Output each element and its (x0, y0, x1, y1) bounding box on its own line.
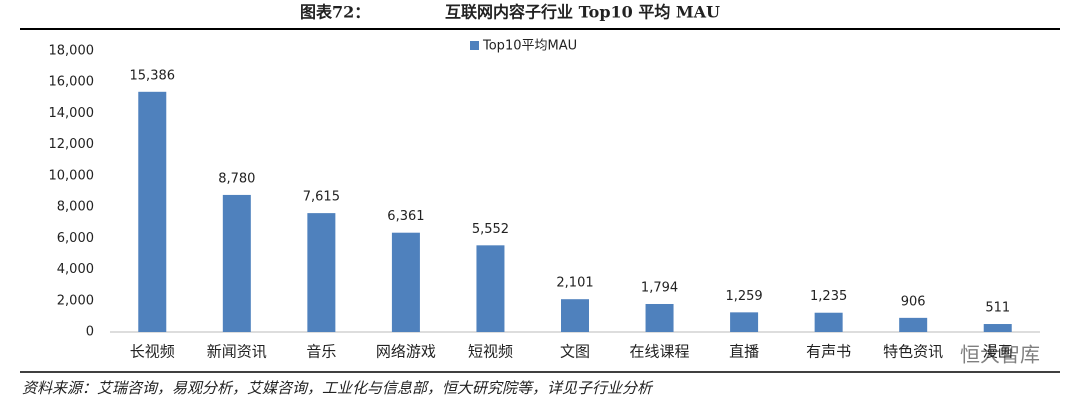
value-label: 6,361 (387, 209, 424, 224)
y-tick-label: 18,000 (49, 44, 95, 59)
x-tick-label: 短视频 (468, 343, 513, 361)
bar (983, 324, 1012, 332)
value-label: 5,552 (472, 222, 509, 237)
y-tick-label: 2,000 (57, 293, 94, 308)
value-label: 8,780 (218, 171, 255, 186)
x-tick-label: 音乐 (306, 343, 336, 361)
value-label: 511 (985, 301, 1010, 316)
bar (561, 299, 589, 332)
x-tick-label: 新闻资讯 (207, 343, 267, 361)
value-label: 15,386 (130, 68, 176, 83)
y-tick-label: 0 (86, 325, 94, 340)
value-label: 1,794 (641, 280, 678, 295)
bar (476, 245, 505, 332)
x-tick-label: 直播 (729, 343, 759, 361)
y-tick-label: 10,000 (49, 168, 95, 183)
value-label: 7,615 (303, 190, 340, 205)
x-tick-label: 网络游戏 (376, 343, 436, 361)
bar (222, 194, 251, 332)
bar (307, 213, 336, 332)
x-tick-label: 文图 (560, 343, 590, 361)
y-tick-label: 4,000 (57, 262, 94, 277)
bar (899, 317, 928, 332)
y-tick-label: 12,000 (49, 137, 95, 152)
legend-label: Top10平均MAU (482, 39, 577, 54)
value-label: 906 (901, 294, 926, 309)
x-tick-label: 漫画 (983, 343, 1013, 361)
y-tick-label: 14,000 (49, 106, 95, 121)
value-label: 1,259 (725, 289, 762, 304)
x-tick-label: 长视频 (130, 343, 175, 361)
x-tick-label: 有声书 (806, 343, 851, 361)
x-tick-label: 特色资讯 (883, 343, 943, 361)
bar (645, 303, 674, 332)
bar (391, 232, 420, 332)
bar (814, 312, 843, 332)
watermark: 恒大智库 (960, 343, 1040, 367)
bar (138, 91, 167, 333)
chart-title: 互联网内容子行业 Top10 平均 MAU (445, 3, 720, 22)
y-tick-label: 6,000 (57, 231, 94, 246)
source: 资料来源：艾瑞咨询，易观分析，艾媒咨询，工业化与信息部，恒大研究院等，详见子行业… (22, 379, 654, 397)
y-tick-label: 16,000 (49, 75, 95, 90)
figure-label: 图表72： (300, 3, 370, 22)
legend-swatch (470, 41, 479, 50)
value-label: 2,101 (556, 276, 593, 291)
bar (730, 312, 759, 332)
x-tick-label: 在线课程 (630, 343, 690, 361)
value-label: 1,235 (810, 289, 847, 304)
y-tick-label: 8,000 (57, 200, 94, 215)
